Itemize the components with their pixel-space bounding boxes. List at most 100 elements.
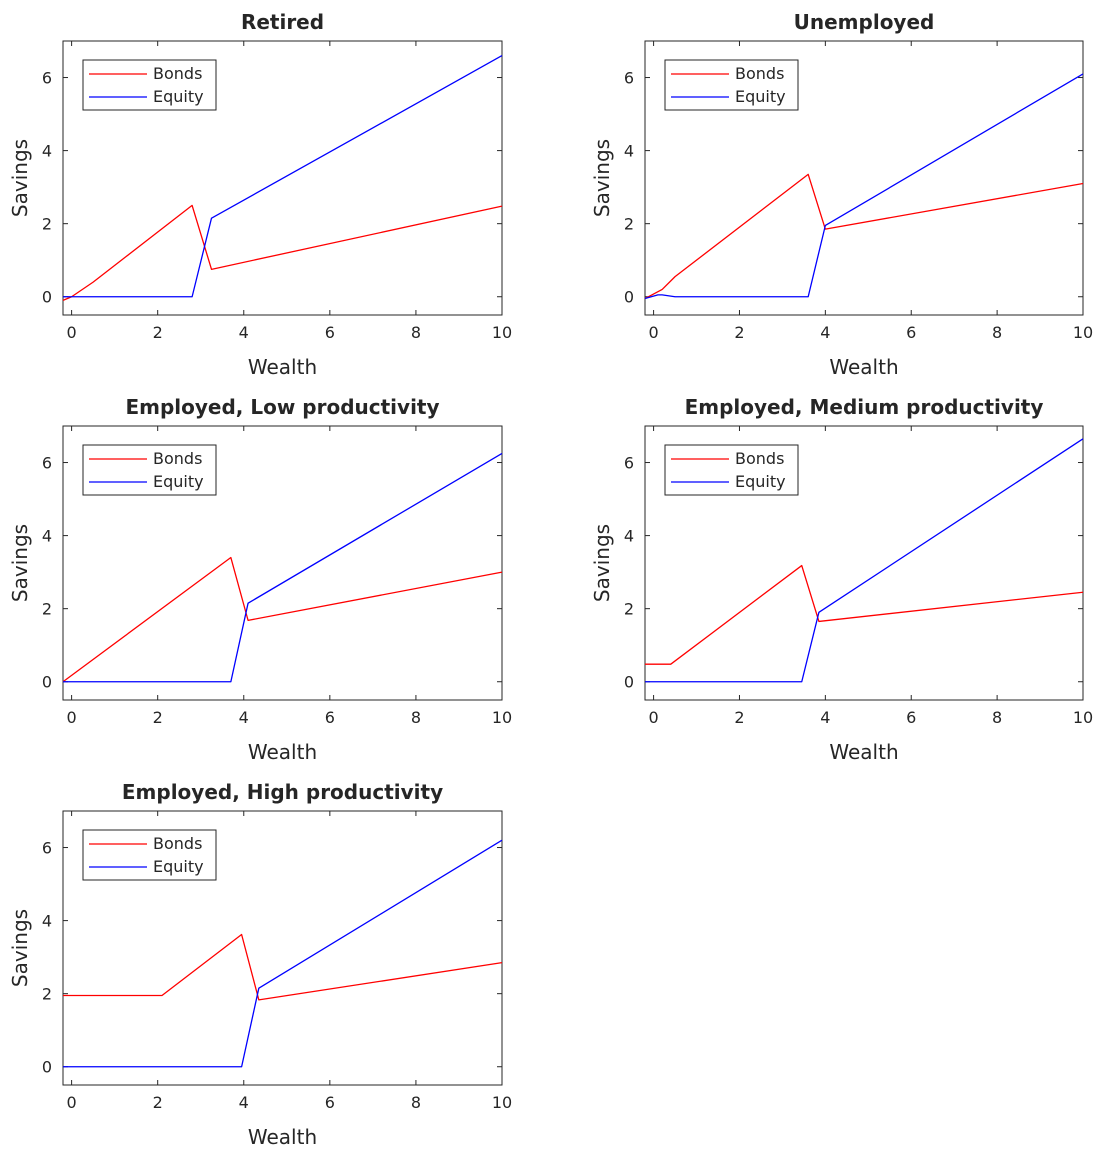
- plot-area-frame: [62, 810, 503, 1086]
- series-line-equity: [63, 839, 503, 1068]
- chart-title: Employed, Medium productivity: [685, 395, 1044, 419]
- y-tick-label: 6: [624, 69, 634, 88]
- x-axis-label: Wealth: [248, 355, 317, 379]
- x-tick-label: 10: [492, 708, 512, 727]
- y-tick-label: 2: [624, 215, 634, 234]
- x-tick-label: 0: [67, 323, 77, 342]
- y-tick-label: 4: [624, 142, 634, 161]
- legend-label-equity: Equity: [153, 857, 204, 876]
- y-axis-label: Savings: [8, 524, 32, 602]
- legend-label-bonds: Bonds: [735, 449, 784, 468]
- y-tick-label: 0: [42, 288, 52, 307]
- y-tick-label: 0: [42, 673, 52, 692]
- x-tick-label: 6: [906, 708, 916, 727]
- legend-label-bonds: Bonds: [153, 64, 202, 83]
- legend: Bonds Equity: [82, 59, 217, 111]
- y-tick-label: 2: [42, 215, 52, 234]
- y-axis-label: Savings: [8, 139, 32, 217]
- series-line-bonds: [62, 556, 503, 683]
- chart-panel-4: Employed, Medium productivity 0 2 4 6 8 10 0 2 4 6…: [590, 395, 1093, 764]
- x-tick-label: 4: [820, 708, 830, 727]
- y-tick-label: 2: [42, 985, 52, 1004]
- x-tick-label: 4: [820, 323, 830, 342]
- chart-title: Unemployed: [794, 10, 935, 34]
- y-tick-label: 4: [624, 527, 634, 546]
- series-line-bonds: [645, 564, 1084, 665]
- x-tick-label: 2: [734, 708, 744, 727]
- x-axis-label: Wealth: [248, 1125, 317, 1149]
- chart-panel-5: Employed, High productivity 0 2 4 6 8 10 0 2 4 6 We…: [8, 780, 512, 1149]
- series-line-bonds: [644, 173, 1084, 300]
- y-tick-label: 4: [42, 912, 52, 931]
- x-tick-label: 2: [734, 323, 744, 342]
- x-tick-label: 6: [325, 708, 335, 727]
- series-line-bonds: [62, 204, 503, 301]
- y-tick-label: 6: [42, 839, 52, 858]
- x-tick-label: 0: [648, 708, 658, 727]
- x-tick-label: 0: [67, 708, 77, 727]
- x-tick-label: 4: [239, 1093, 249, 1112]
- y-tick-label: 0: [624, 673, 634, 692]
- chart-title: Employed, Low productivity: [125, 395, 439, 419]
- x-tick-label: 6: [325, 1093, 335, 1112]
- x-tick-label: 10: [1073, 708, 1093, 727]
- legend-label-bonds: Bonds: [153, 449, 202, 468]
- y-tick-label: 6: [42, 454, 52, 473]
- series-line-equity: [63, 452, 503, 683]
- x-tick-label: 10: [492, 1093, 512, 1112]
- y-axis-label: Savings: [590, 139, 614, 217]
- series-line-equity: [63, 55, 503, 298]
- y-axis-label: Savings: [590, 524, 614, 602]
- x-tick-label: 8: [411, 1093, 421, 1112]
- x-tick-label: 10: [492, 323, 512, 342]
- plot-area-frame: [62, 425, 503, 701]
- series-line-bonds: [63, 933, 503, 1001]
- chart-title: Retired: [241, 10, 324, 34]
- x-tick-label: 0: [648, 323, 658, 342]
- x-tick-label: 8: [411, 323, 421, 342]
- chart-title: Employed, High productivity: [122, 780, 443, 804]
- legend-box: [82, 829, 217, 881]
- legend-label-equity: Equity: [735, 472, 786, 491]
- x-tick-label: 2: [153, 323, 163, 342]
- y-tick-label: 0: [624, 288, 634, 307]
- x-tick-label: 4: [239, 323, 249, 342]
- x-axis-label: Wealth: [829, 740, 898, 764]
- series-line-equity: [645, 438, 1084, 683]
- x-tick-label: 8: [992, 708, 1002, 727]
- plot-area-frame: [644, 40, 1084, 316]
- x-tick-label: 6: [906, 323, 916, 342]
- y-tick-label: 6: [624, 454, 634, 473]
- series-line-equity: [644, 73, 1084, 300]
- y-tick-label: 4: [42, 527, 52, 546]
- x-tick-label: 8: [411, 708, 421, 727]
- y-tick-label: 4: [42, 142, 52, 161]
- legend-label-equity: Equity: [153, 87, 204, 106]
- x-axis-label: Wealth: [829, 355, 898, 379]
- x-tick-label: 4: [239, 708, 249, 727]
- plot-area-frame: [62, 40, 503, 316]
- legend-label-equity: Equity: [153, 472, 204, 491]
- legend-label-bonds: Bonds: [153, 834, 202, 853]
- x-tick-label: 2: [153, 708, 163, 727]
- legend: Bonds Equity: [82, 829, 217, 881]
- y-tick-label: 0: [42, 1058, 52, 1077]
- x-tick-label: 6: [325, 323, 335, 342]
- x-axis-label: Wealth: [248, 740, 317, 764]
- legend-box: [664, 59, 799, 111]
- x-tick-label: 2: [153, 1093, 163, 1112]
- legend-box: [82, 444, 217, 496]
- x-tick-label: 10: [1073, 323, 1093, 342]
- x-tick-label: 8: [992, 323, 1002, 342]
- y-tick-label: 2: [624, 600, 634, 619]
- chart-panel-1: Retired 0 2 4 6 8 10 0 2 4 6 Wealth Savings Bonds Equi…: [8, 10, 512, 379]
- legend-label-bonds: Bonds: [735, 64, 784, 83]
- legend-label-equity: Equity: [735, 87, 786, 106]
- chart-panel-2: Unemployed 0 2 4 6 8 10 0 2 4 6 Wealth Savings Bonds E…: [590, 10, 1093, 379]
- legend: Bonds Equity: [664, 59, 799, 111]
- y-axis-label: Savings: [8, 909, 32, 987]
- legend-box: [664, 444, 799, 496]
- y-tick-label: 2: [42, 600, 52, 619]
- y-tick-label: 6: [42, 69, 52, 88]
